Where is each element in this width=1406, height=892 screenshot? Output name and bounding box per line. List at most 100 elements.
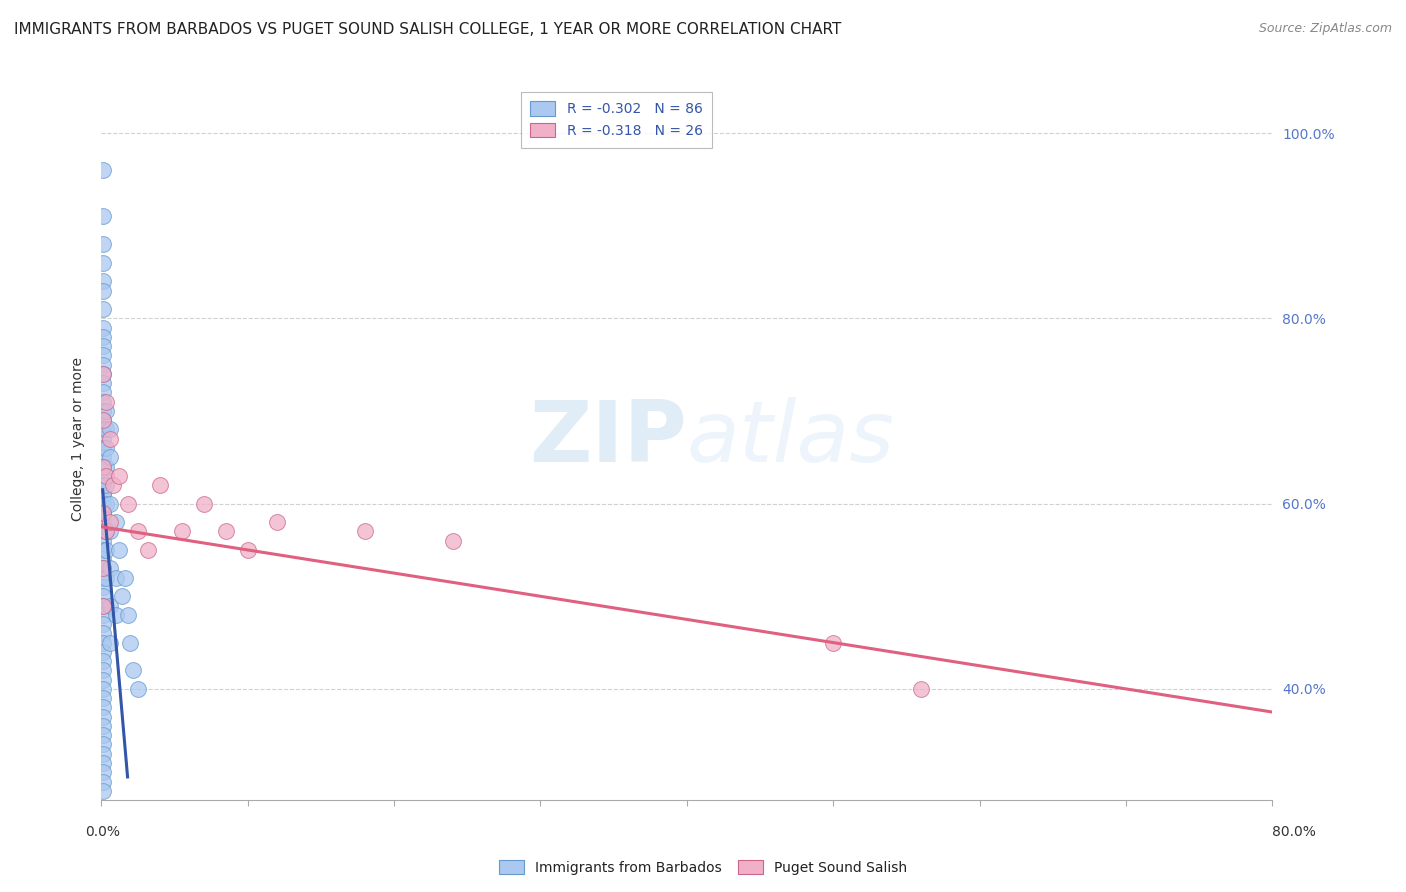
- Text: Source: ZipAtlas.com: Source: ZipAtlas.com: [1258, 22, 1392, 36]
- Point: [91, 599, 114, 613]
- Point: [91, 459, 114, 474]
- Point: [98, 515, 121, 529]
- Point: [91, 404, 114, 418]
- Point: [91, 478, 114, 492]
- Point: [120, 635, 142, 649]
- Point: [91, 524, 114, 539]
- Point: [91, 756, 114, 770]
- Point: [441, 533, 464, 548]
- Text: ZIP: ZIP: [529, 397, 686, 480]
- Point: [91, 561, 114, 575]
- Point: [91, 774, 114, 789]
- Point: [91, 635, 114, 649]
- Point: [91, 681, 114, 696]
- Point: [98, 497, 121, 511]
- Point: [91, 719, 114, 733]
- Point: [91, 784, 114, 798]
- Point: [91, 747, 114, 761]
- Y-axis label: College, 1 year or more: College, 1 year or more: [72, 357, 86, 521]
- Point: [91, 441, 114, 455]
- Point: [94, 524, 117, 539]
- Point: [91, 580, 114, 594]
- Point: [91, 617, 114, 632]
- Point: [98, 635, 121, 649]
- Point: [94, 497, 117, 511]
- Point: [91, 626, 114, 640]
- Point: [127, 524, 149, 539]
- Point: [94, 478, 117, 492]
- Point: [114, 571, 136, 585]
- Point: [91, 376, 114, 391]
- Point: [91, 571, 114, 585]
- Point: [91, 450, 114, 465]
- Point: [91, 237, 114, 252]
- Point: [91, 413, 114, 427]
- Text: 80.0%: 80.0%: [1271, 825, 1316, 839]
- Point: [117, 497, 139, 511]
- Point: [104, 607, 127, 622]
- Point: [91, 413, 114, 427]
- Point: [91, 394, 114, 409]
- Point: [91, 274, 114, 288]
- Point: [101, 478, 124, 492]
- Legend: R = -0.302   N = 86, R = -0.318   N = 26: R = -0.302 N = 86, R = -0.318 N = 26: [520, 92, 713, 147]
- Point: [91, 607, 114, 622]
- Point: [91, 506, 114, 520]
- Text: 0.0%: 0.0%: [86, 825, 120, 839]
- Point: [91, 700, 114, 714]
- Point: [149, 478, 172, 492]
- Point: [127, 681, 149, 696]
- Point: [111, 589, 134, 603]
- Point: [91, 645, 114, 659]
- Point: [193, 497, 215, 511]
- Point: [104, 571, 127, 585]
- Point: [91, 673, 114, 687]
- Point: [94, 459, 117, 474]
- Point: [910, 681, 932, 696]
- Point: [91, 468, 114, 483]
- Point: [104, 515, 127, 529]
- Point: [91, 497, 114, 511]
- Point: [122, 664, 145, 678]
- Point: [91, 533, 114, 548]
- Point: [91, 543, 114, 558]
- Point: [91, 422, 114, 436]
- Point: [91, 487, 114, 501]
- Point: [94, 422, 117, 436]
- Point: [94, 468, 117, 483]
- Text: atlas: atlas: [686, 397, 894, 480]
- Point: [91, 738, 114, 752]
- Point: [91, 515, 114, 529]
- Point: [91, 432, 114, 446]
- Point: [214, 524, 236, 539]
- Point: [91, 320, 114, 334]
- Point: [236, 543, 259, 558]
- Point: [170, 524, 193, 539]
- Point: [98, 450, 121, 465]
- Point: [91, 301, 114, 316]
- Point: [91, 561, 114, 575]
- Point: [91, 330, 114, 344]
- Point: [98, 432, 121, 446]
- Point: [91, 589, 114, 603]
- Point: [91, 385, 114, 400]
- Text: IMMIGRANTS FROM BARBADOS VS PUGET SOUND SALISH COLLEGE, 1 YEAR OR MORE CORRELATI: IMMIGRANTS FROM BARBADOS VS PUGET SOUND …: [14, 22, 841, 37]
- Point: [91, 506, 114, 520]
- Point: [91, 728, 114, 742]
- Point: [91, 552, 114, 566]
- Legend: Immigrants from Barbados, Puget Sound Salish: Immigrants from Barbados, Puget Sound Sa…: [494, 855, 912, 880]
- Point: [91, 709, 114, 723]
- Point: [91, 664, 114, 678]
- Point: [91, 459, 114, 474]
- Point: [91, 163, 114, 178]
- Point: [94, 441, 117, 455]
- Point: [353, 524, 375, 539]
- Point: [107, 468, 129, 483]
- Point: [117, 607, 139, 622]
- Point: [98, 524, 121, 539]
- Point: [91, 599, 114, 613]
- Point: [91, 256, 114, 270]
- Point: [91, 487, 114, 501]
- Point: [107, 543, 129, 558]
- Point: [98, 561, 121, 575]
